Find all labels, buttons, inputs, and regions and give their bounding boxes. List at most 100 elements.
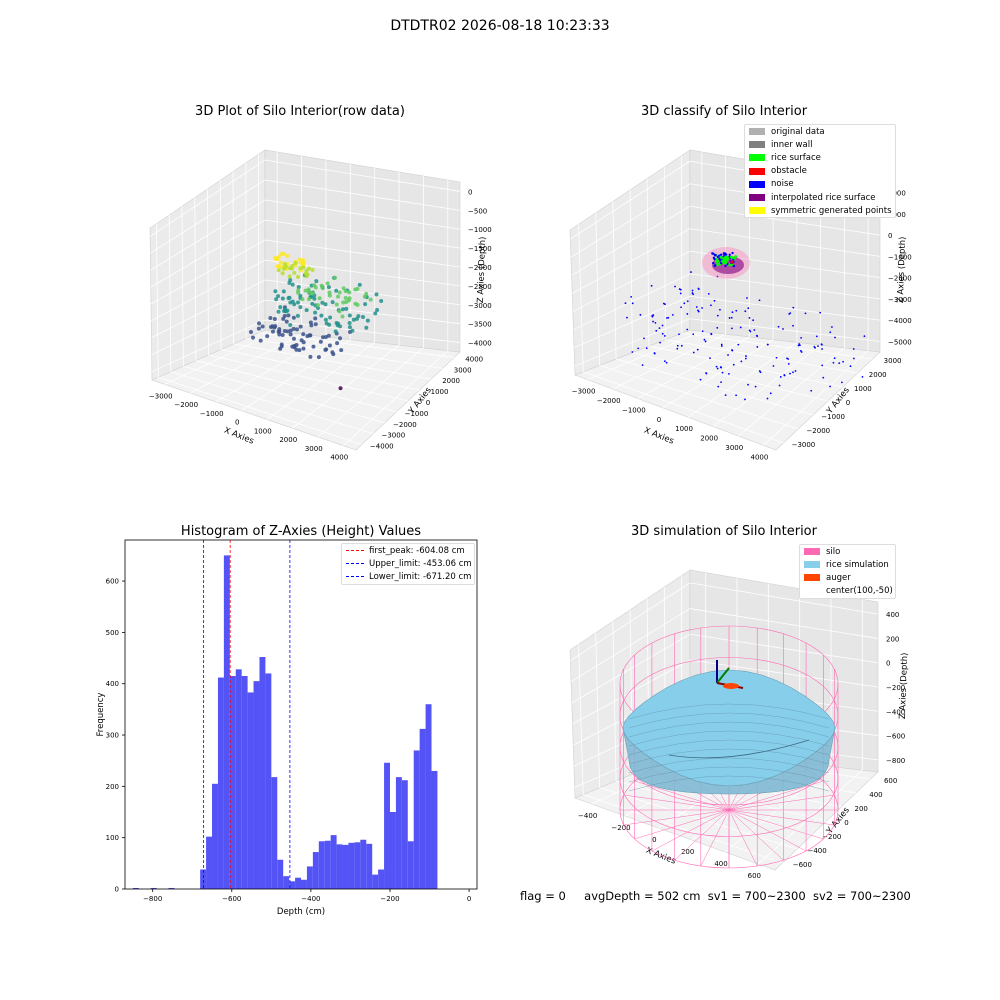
legend-swatch — [749, 207, 765, 215]
silo-floor-spoke — [728, 809, 784, 861]
p1-data-point — [281, 316, 286, 321]
p1-data-point — [301, 340, 306, 345]
p1-data-point — [279, 342, 284, 347]
p2-noise-point — [631, 351, 634, 353]
p1-data-point — [278, 260, 283, 265]
p2-noise-point — [778, 384, 781, 387]
p2-y-tick-label: −1000 — [821, 413, 845, 421]
p2-noise-point — [747, 307, 750, 310]
histogram-bar — [425, 704, 432, 889]
p2-noise-point — [744, 398, 746, 401]
p1-data-point — [314, 279, 319, 284]
legend-label: center(100,-50) — [826, 586, 893, 597]
p1-grid-z — [151, 279, 266, 339]
histogram-bar — [283, 876, 290, 889]
rice-mesh-line — [628, 730, 830, 747]
p1-data-point — [374, 292, 379, 297]
p2-noise-point — [829, 331, 832, 334]
p1-y-tick-label: −3000 — [381, 432, 405, 440]
p2-noise-point — [695, 306, 698, 308]
histogram-bar — [235, 669, 242, 889]
p1-data-point — [301, 265, 306, 270]
p2-noise-point — [631, 302, 634, 305]
p2-noise-point — [735, 394, 738, 397]
panel3-legend: first_peak: -604.08 cm Upper_limit: -453.… — [341, 543, 475, 585]
legend-swatch — [749, 154, 765, 162]
p2-noise-point — [821, 348, 823, 350]
p2-grid-y — [595, 212, 601, 366]
p1-x-axis-label: X Axies — [222, 426, 255, 447]
histogram-bar — [324, 840, 331, 889]
histogram-y-axis-label: Frequency — [96, 693, 106, 737]
p4-z-axis-label: Z Axies (Depth) — [898, 652, 910, 719]
panel4-legend-item: auger — [800, 571, 895, 584]
p2-noise-point — [769, 392, 772, 395]
legend-label: rice surface — [771, 152, 821, 163]
legend-label: silo — [826, 546, 841, 557]
p2-grid-y — [599, 364, 799, 430]
p2-noise-point — [732, 264, 736, 268]
p2-noise-point — [829, 385, 831, 388]
p2-grid-z — [689, 273, 881, 300]
p1-x-tick-label: 3000 — [305, 445, 323, 453]
p1-data-point — [280, 296, 285, 301]
p1-data-point — [347, 325, 352, 330]
histogram-bar — [330, 835, 337, 889]
legend-label: noise — [771, 179, 794, 190]
p1-data-point — [273, 289, 278, 294]
p1-data-point — [280, 271, 285, 276]
p1-grid-y — [220, 349, 420, 391]
p2-noise-point — [716, 314, 719, 317]
p2-noise-point — [746, 297, 748, 299]
p2-noise-point — [716, 367, 719, 370]
p2-noise-point — [841, 381, 843, 384]
legend-swatch — [749, 167, 765, 175]
p1-data-point — [350, 328, 355, 333]
p2-noise-point — [747, 383, 749, 386]
p2-grid-y — [646, 178, 650, 347]
p1-z-tick-label: −1500 — [468, 245, 492, 253]
p1-grid-y — [258, 332, 455, 358]
y-tick-label: 200 — [106, 783, 119, 791]
histogram-bar — [150, 887, 157, 889]
histogram-bar — [407, 841, 414, 889]
p2-noise-point — [799, 349, 802, 352]
p2-noise-point — [720, 381, 722, 384]
p2-noise-point — [755, 334, 758, 337]
p2-z-tick-label: −4000 — [888, 317, 912, 325]
p2-noise-point — [659, 341, 662, 344]
p1-data-point — [341, 300, 346, 305]
p1-data-point — [364, 291, 369, 296]
p2-grid-z — [572, 250, 691, 312]
histogram-bar — [277, 859, 284, 889]
p2-noise-point — [832, 361, 835, 364]
p1-data-point — [320, 300, 325, 305]
p1-data-point — [308, 354, 313, 359]
p1-y-tick-label: −1000 — [405, 410, 429, 418]
p1-data-point — [323, 347, 328, 352]
p1-data-point — [283, 264, 288, 269]
p1-data-point — [336, 294, 341, 299]
p4-y-tick-label: −200 — [822, 833, 841, 841]
p2-noise-point — [667, 316, 670, 319]
p1-data-point — [280, 333, 285, 338]
p1-data-point — [276, 268, 281, 273]
p1-data-point — [313, 310, 318, 315]
p1-data-point — [296, 285, 301, 290]
p1-data-point — [311, 344, 316, 349]
p2-noise-point — [821, 364, 824, 367]
p2-noise-point — [626, 316, 628, 319]
silo-floor-spoke — [634, 780, 730, 811]
histogram-bar — [389, 812, 396, 889]
histogram-bar — [295, 877, 301, 889]
histogram-bar — [265, 673, 272, 889]
p2-noise-point — [720, 345, 723, 347]
p1-data-point — [373, 311, 378, 316]
p2-noise-point — [779, 376, 782, 378]
p1-data-point — [248, 330, 253, 335]
p2-noise-point — [661, 324, 664, 327]
p2-y-tick-label: 1000 — [854, 385, 872, 393]
p1-z-tick-label: −1000 — [468, 226, 492, 234]
p1-z-tick-label: −4000 — [468, 340, 492, 348]
p1-data-point — [288, 328, 293, 333]
